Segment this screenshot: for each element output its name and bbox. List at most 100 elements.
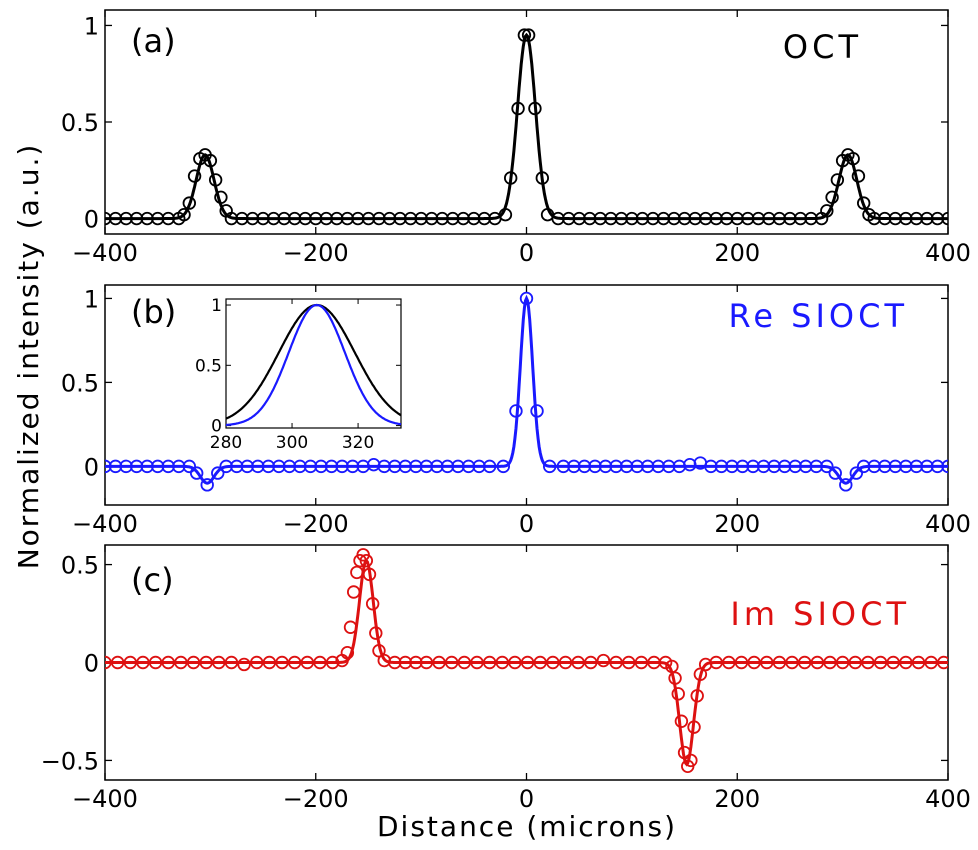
data-point — [688, 211, 702, 226]
data-point — [224, 211, 239, 226]
x-tick-label: 0 — [519, 785, 534, 813]
data-point — [457, 655, 472, 670]
data-point — [684, 753, 698, 768]
data-point — [482, 459, 497, 474]
data-point — [388, 655, 402, 670]
data-point — [828, 466, 842, 480]
data-point — [799, 459, 813, 474]
data-point — [230, 459, 244, 474]
panel-label: (c) — [131, 561, 174, 599]
x-tick-label: 400 — [925, 785, 971, 813]
data-point — [662, 459, 676, 474]
data-point — [203, 153, 218, 168]
data-point — [873, 655, 888, 670]
data-point — [235, 211, 249, 226]
data-point — [182, 196, 197, 210]
data-point — [174, 655, 188, 670]
data-point — [351, 211, 365, 226]
data-point — [365, 597, 380, 611]
data-point — [517, 28, 532, 42]
data-point — [123, 655, 137, 670]
data-point — [119, 459, 133, 474]
data-point — [237, 657, 251, 672]
data-point — [313, 655, 327, 670]
data-point — [909, 211, 924, 226]
data-point — [690, 689, 704, 703]
data-point — [674, 714, 689, 728]
data-point — [424, 211, 439, 226]
x-tick-label: −200 — [283, 785, 349, 813]
data-point — [343, 620, 358, 634]
data-point — [398, 459, 413, 474]
series-line — [105, 294, 948, 485]
data-point — [314, 459, 328, 474]
data-point — [214, 190, 228, 205]
data-point — [760, 655, 774, 670]
inset-x-tick-label: 320 — [342, 433, 374, 453]
data-point — [886, 655, 900, 670]
data-point — [435, 211, 449, 226]
data-point — [440, 459, 455, 474]
x-tick-label: −400 — [72, 239, 138, 267]
inset-series-line — [226, 303, 401, 426]
data-point — [546, 655, 560, 670]
data-point — [704, 459, 718, 474]
y-tick-label: 0 — [84, 206, 99, 234]
data-point — [584, 655, 598, 670]
data-point — [640, 459, 655, 474]
data-point — [519, 291, 534, 306]
panel-label: (a) — [131, 22, 176, 60]
data-point — [467, 211, 481, 226]
data-point — [924, 655, 938, 670]
data-point — [777, 459, 792, 474]
data-point — [722, 655, 736, 670]
data-point — [446, 211, 460, 226]
data-point — [287, 211, 302, 226]
data-point — [470, 655, 484, 670]
x-tick-label: −400 — [72, 785, 138, 813]
data-point — [825, 190, 839, 205]
data-point — [772, 655, 787, 670]
data-point — [687, 720, 701, 734]
data-point — [772, 211, 787, 226]
data-point — [820, 459, 834, 474]
data-point — [820, 204, 834, 218]
inset-x-tick-label: 280 — [210, 433, 242, 453]
data-point — [105, 655, 112, 670]
data-point — [756, 459, 771, 474]
data-point — [414, 211, 428, 226]
data-point — [746, 459, 760, 474]
panels: −400 −200 0 200 400 0 0.5 1 (a) OCT −400 −200 0 200 40… — [41, 9, 971, 813]
data-point — [668, 671, 682, 685]
data-point — [878, 459, 892, 474]
data-point — [219, 459, 233, 474]
data-point — [571, 655, 585, 670]
data-point — [635, 211, 650, 226]
data-point — [878, 211, 892, 226]
data-point — [377, 459, 391, 474]
data-point — [835, 655, 850, 670]
data-point — [340, 646, 355, 660]
data-point — [340, 211, 355, 226]
y-tick-label: −0.5 — [41, 747, 99, 775]
data-point — [741, 211, 755, 226]
data-point — [287, 655, 302, 670]
data-point — [709, 211, 723, 226]
data-point — [282, 459, 297, 474]
data-point — [324, 459, 339, 474]
panel-2: −400 −200 0 200 400 0 0.5 1 (b) Re SIOCT 280 300 320… — [61, 284, 971, 538]
data-layer — [105, 28, 948, 226]
data-point — [409, 459, 423, 474]
data-point — [388, 459, 402, 474]
data-point — [300, 655, 315, 670]
data-point — [105, 459, 112, 474]
data-point — [382, 211, 397, 226]
data-point — [671, 687, 685, 701]
data-point — [751, 211, 766, 226]
data-point — [920, 211, 934, 226]
data-point — [362, 567, 377, 582]
data-point — [177, 207, 191, 222]
data-point — [588, 459, 602, 474]
data-point — [129, 211, 144, 226]
data-point — [596, 653, 611, 668]
